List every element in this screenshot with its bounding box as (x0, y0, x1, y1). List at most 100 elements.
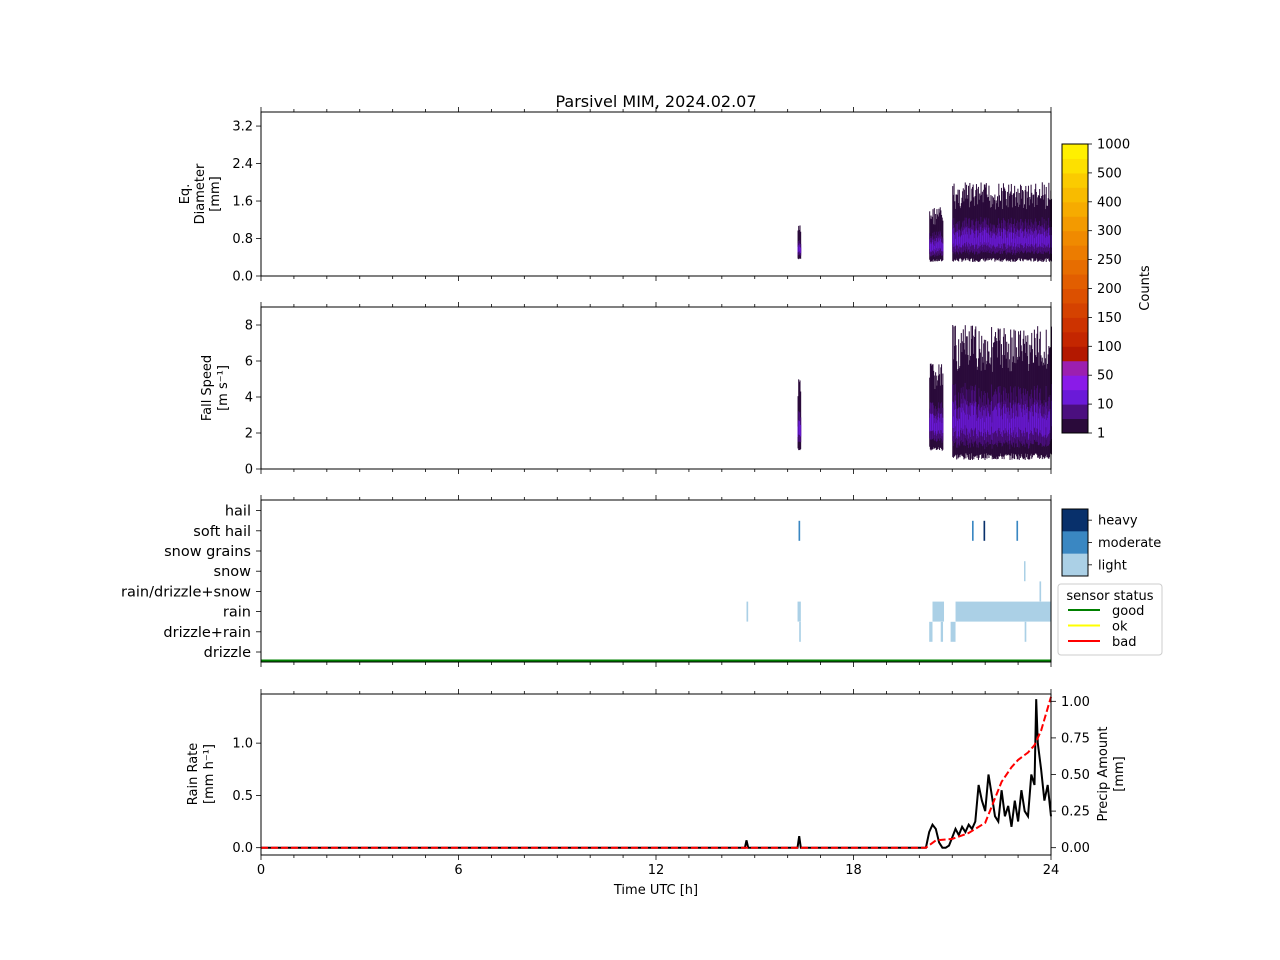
heatmap-cell (1049, 408, 1051, 431)
heatmap-cell (965, 234, 967, 247)
heatmap-cell (930, 413, 932, 432)
heatmap-cell (1039, 404, 1041, 431)
heatmap-cell (1049, 235, 1051, 248)
y-tick-label: 3.2 (232, 120, 253, 135)
heatmap-cell (1009, 232, 1011, 246)
heatmap-cell (1010, 418, 1012, 436)
intensity-label: heavy (1098, 514, 1138, 529)
rain-rate-line (261, 699, 1052, 849)
intensity-label: light (1098, 558, 1127, 573)
heatmap-cell (1029, 233, 1031, 247)
heatmap-cell (937, 242, 939, 252)
heatmap-cell (1035, 412, 1037, 432)
status-label-bad: bad (1112, 635, 1136, 650)
heatmap-cell (991, 237, 993, 249)
category-label: rain (223, 605, 251, 621)
diameter-ticks: 0.0 0.8 1.6 2.4 3.2 (232, 107, 1052, 285)
heatmap-cell (1027, 229, 1029, 244)
colorbar-segment (1062, 230, 1088, 246)
y-tick-label: 0.5 (232, 789, 253, 804)
heatmap-cell (797, 426, 799, 437)
heatmap-cell (1015, 416, 1017, 435)
heatmap-cell (999, 235, 1001, 248)
heatmap-cell (952, 233, 954, 247)
heatmap-cell (987, 233, 989, 247)
colorbar-segment (1062, 144, 1088, 159)
heatmap-cell (972, 405, 974, 430)
heatmap-cell (975, 401, 977, 428)
heatmap-cell (982, 417, 984, 437)
heatmap-cell (939, 418, 941, 434)
heatmap-cell (1028, 419, 1030, 439)
heatmap-cell (1035, 413, 1037, 433)
heatmap-cell (993, 410, 995, 434)
heatmap-cell (938, 413, 940, 431)
sensor-status-legend-box (1057, 583, 1163, 656)
heatmap-cell (1033, 402, 1035, 428)
heatmap-cell (1018, 230, 1020, 244)
y2-tick-label: 0.25 (1061, 805, 1090, 820)
heatmap-cell (959, 418, 961, 438)
heatmap-cell (963, 410, 965, 434)
precip-segment-light (797, 601, 801, 622)
heatmap-cell (1014, 402, 1016, 428)
diameter-ylabel-line1: Eq. (178, 184, 193, 205)
heatmap-cell (1004, 229, 1006, 244)
colorbar-segment (1062, 317, 1088, 333)
heatmap-cell (954, 234, 956, 247)
heatmap-cell (942, 417, 944, 433)
heatmap-cell (798, 420, 800, 435)
heatmap-cell (964, 229, 966, 244)
heatmap-cell (1029, 411, 1031, 435)
heatmap-cell (1025, 404, 1027, 428)
heatmap-cell (991, 401, 993, 427)
heatmap-cell (932, 413, 934, 431)
y-tick-label: 2.4 (232, 157, 253, 172)
heatmap-cell (952, 229, 954, 245)
heatmap-cell (1023, 404, 1025, 431)
heatmap-cell (935, 418, 937, 434)
heatmap-cell (1012, 417, 1014, 437)
heatmap-cell (1037, 402, 1039, 429)
heatmap-cell (1047, 233, 1049, 246)
intensity-frame (1061, 508, 1089, 577)
heatmap-cell (937, 420, 939, 434)
heatmap-cell (984, 229, 986, 245)
precip-segment-moderate (972, 520, 974, 541)
colorbar-tick-label: 150 (1097, 311, 1122, 326)
heatmap-cell (1013, 232, 1015, 247)
heatmap-cell (1045, 415, 1047, 435)
heatmap-cell (964, 412, 966, 435)
heatmap-cell (966, 405, 968, 429)
colorbar-tick-label: 1000 (1097, 138, 1130, 153)
heatmap-cell (952, 401, 954, 428)
heatmap-cell (1027, 233, 1029, 247)
heatmap-cell (963, 234, 965, 247)
heatmap-cell (966, 227, 968, 242)
heatmap-cell (961, 234, 963, 248)
category-label: drizzle+rain (163, 625, 251, 641)
heatmap-cell (1043, 235, 1045, 248)
heatmap-cell (1000, 416, 1002, 435)
heatmap-cell (1002, 419, 1004, 437)
heatmap-cell (1002, 406, 1004, 431)
colorbar-segment (1062, 288, 1088, 304)
status-label-good: good (1112, 604, 1144, 619)
heatmap-cell (966, 231, 968, 245)
heatmap-cell (957, 231, 959, 246)
y-tick-label: 1.6 (232, 195, 253, 210)
heatmap-cell (937, 241, 939, 251)
colorbar-tick-label: 10 (1097, 398, 1114, 413)
heatmap-cell (993, 234, 995, 246)
heatmap-cell (1039, 230, 1041, 245)
heatmap-cell (986, 417, 988, 438)
heatmap-cell (990, 414, 992, 435)
diameter-ylabel-line2: Diameter (193, 163, 208, 224)
heatmap-cell (977, 417, 979, 438)
x-tick-label: 6 (454, 863, 462, 878)
heatmap-cell (953, 401, 955, 428)
heatmap-cell (958, 229, 960, 244)
heatmap-cell (989, 416, 991, 435)
heatmap-cell (960, 407, 962, 431)
heatmap-cell (931, 414, 933, 432)
